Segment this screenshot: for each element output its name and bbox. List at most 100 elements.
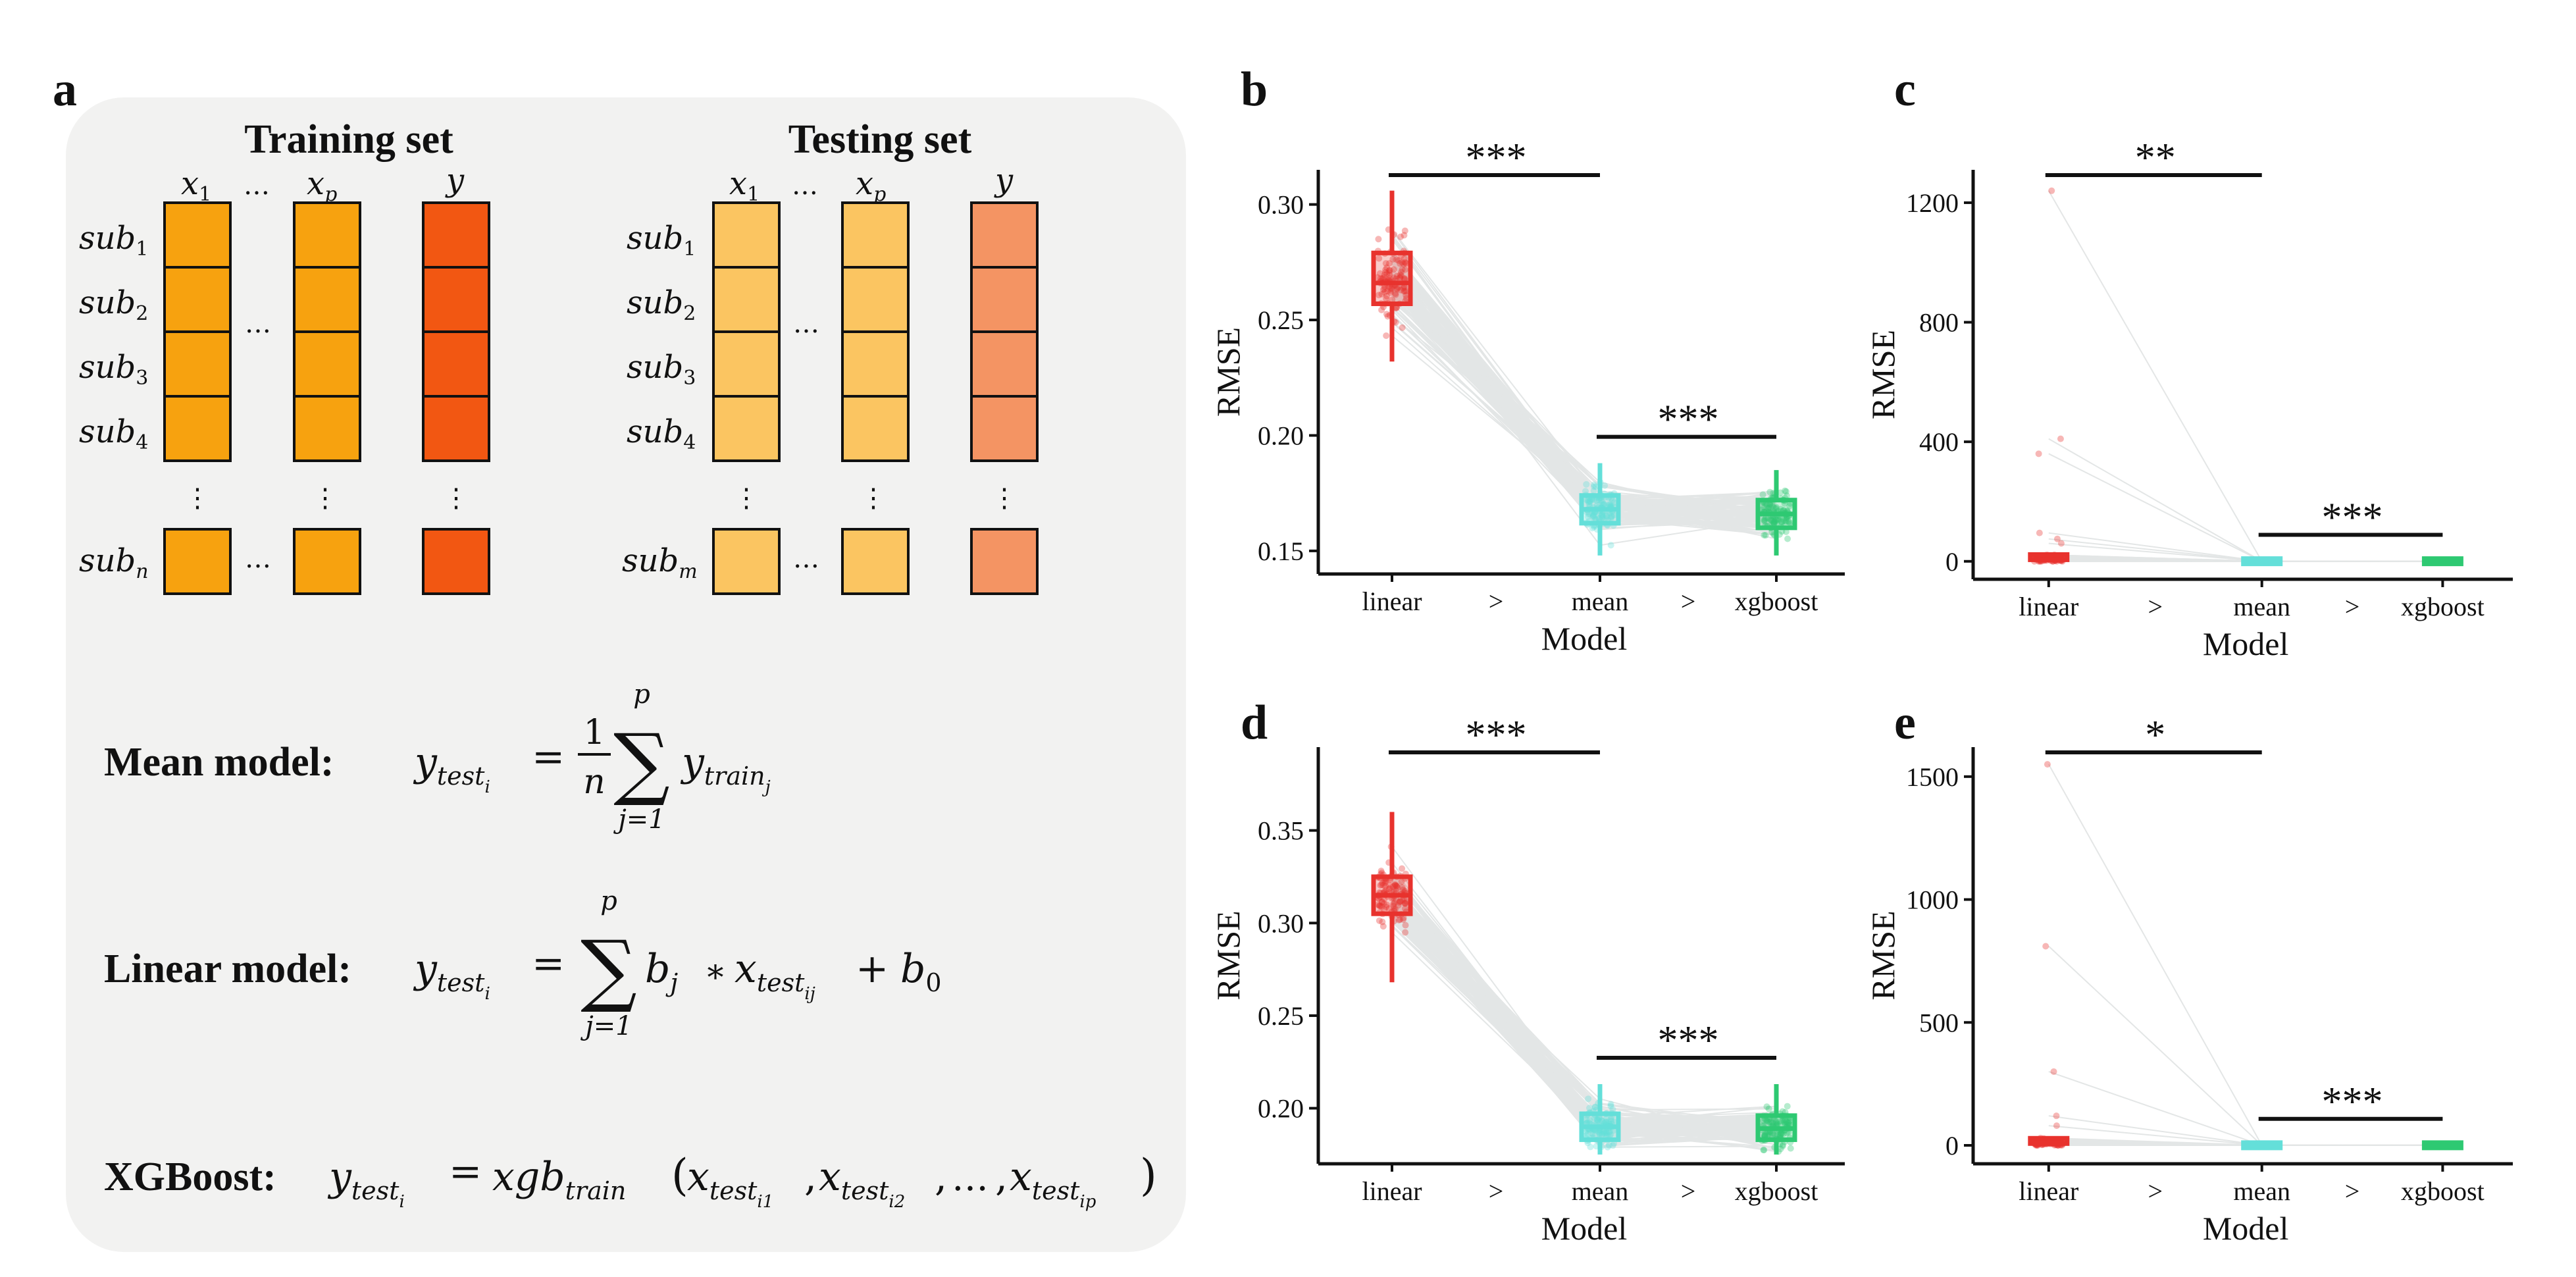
data-point xyxy=(1383,332,1390,339)
x-tick-label: linear xyxy=(2019,1176,2078,1206)
col-label-x1: x1 xyxy=(729,165,760,206)
data-point xyxy=(1599,1128,1607,1135)
data-point xyxy=(1593,1116,1601,1123)
training-ellipsis-h: … xyxy=(245,544,271,574)
chart-panels: b 0.15 0.20 0.25 0.30 RMSE linear mean xgboost > >… xyxy=(1210,63,2513,1247)
testing-matrix-cell xyxy=(970,528,1039,595)
training-matrix-cell xyxy=(422,330,490,398)
data-point xyxy=(2048,187,2055,194)
subject-line xyxy=(1391,277,1777,529)
data-point xyxy=(1397,916,1404,923)
data-point xyxy=(1766,501,1774,508)
xgboost-fn: xgbtrain xyxy=(492,1154,626,1205)
subject-line xyxy=(1391,911,1777,1143)
data-point xyxy=(1393,883,1400,890)
subject-line xyxy=(1391,895,1777,1136)
subject-points xyxy=(2030,761,2461,1149)
data-point xyxy=(1600,501,1607,508)
data-point xyxy=(1782,1116,1789,1124)
data-point xyxy=(1593,502,1601,509)
subject-line xyxy=(1391,250,1777,509)
data-point xyxy=(1599,514,1606,521)
subject-line xyxy=(1391,307,1777,522)
data-point xyxy=(1782,487,1789,494)
data-point xyxy=(1582,488,1589,495)
testing-matrix-cell xyxy=(970,201,1039,269)
data-point xyxy=(1763,502,1770,509)
col-label-ellipsis: … xyxy=(244,170,270,201)
row-label-sub3: sub3 xyxy=(627,349,696,390)
subject-line xyxy=(1391,303,1777,517)
subject-line xyxy=(1391,276,1777,518)
data-point xyxy=(1381,269,1389,276)
subject-line xyxy=(1391,919,1777,1127)
data-point xyxy=(1392,906,1399,913)
data-point xyxy=(1607,1103,1614,1110)
subject-line xyxy=(1391,303,1777,521)
data-point xyxy=(1393,273,1401,280)
data-point xyxy=(1388,887,1395,895)
data-point xyxy=(2050,1068,2057,1075)
subject-line xyxy=(1391,290,1777,512)
subject-line xyxy=(1391,280,1777,506)
data-point xyxy=(1782,488,1790,495)
col-label-y: y xyxy=(994,162,1014,199)
training-matrix-cell xyxy=(163,330,232,398)
subject-line xyxy=(1391,321,1777,506)
data-point xyxy=(1779,1141,1786,1149)
data-point xyxy=(1382,887,1389,894)
data-point xyxy=(1760,504,1767,511)
subject-line xyxy=(1391,229,1777,522)
chart-panel-d: d 0.20 0.25 0.30 0.35 RMSE linear mean xgboost > >… xyxy=(1210,696,1845,1247)
order-symbol: > xyxy=(1681,586,1696,616)
testing-matrix-cell xyxy=(712,330,781,398)
subject-line xyxy=(1391,924,1777,1131)
order-symbol: > xyxy=(2148,1176,2163,1206)
training-matrix-cell xyxy=(293,528,361,595)
data-point xyxy=(1774,515,1782,523)
data-point xyxy=(1385,881,1393,889)
data-point xyxy=(1403,260,1410,267)
mean-sum-bottom: j=1 xyxy=(613,804,665,835)
data-point xyxy=(1784,1119,1791,1126)
data-point xyxy=(1583,496,1590,504)
data-point xyxy=(2057,540,2065,547)
data-point xyxy=(1592,483,1599,490)
data-point xyxy=(1603,1132,1610,1139)
data-point xyxy=(1773,1118,1780,1126)
data-point xyxy=(1599,498,1606,506)
data-point xyxy=(1585,498,1592,506)
subject-line xyxy=(1391,289,1777,528)
testing-matrix-cell xyxy=(970,395,1039,462)
subject-line xyxy=(1391,885,1777,1137)
subject-line xyxy=(1391,914,1777,1133)
data-point xyxy=(1378,306,1385,313)
subject-line xyxy=(1391,280,1777,515)
data-point xyxy=(1390,266,1397,273)
data-point xyxy=(1393,284,1401,292)
y-axis-title: RMSE xyxy=(1865,330,1901,419)
data-point xyxy=(1397,260,1404,267)
data-point xyxy=(1605,501,1612,508)
testing-matrix-cell xyxy=(841,266,910,333)
data-point xyxy=(1386,275,1393,282)
data-point xyxy=(1383,901,1391,908)
data-point xyxy=(1777,506,1784,513)
row-label-sub1: sub1 xyxy=(627,220,696,261)
data-point xyxy=(1760,1117,1767,1124)
significance-label: *** xyxy=(1466,136,1527,180)
data-point xyxy=(1763,1103,1770,1110)
data-point xyxy=(1772,516,1780,523)
subject-line xyxy=(1391,313,1777,517)
data-point xyxy=(1589,525,1596,532)
subject-line xyxy=(1391,253,1777,513)
testing-ellipsis-h: … xyxy=(793,309,819,339)
data-point xyxy=(1589,512,1597,519)
data-point xyxy=(2042,943,2049,950)
subject-line xyxy=(1391,885,1777,1122)
data-point xyxy=(1594,1117,1601,1124)
data-point xyxy=(1599,513,1606,521)
col-label-xp: xp xyxy=(307,165,337,206)
data-point xyxy=(1398,878,1405,885)
x-tick-label: linear xyxy=(1362,1176,1422,1206)
